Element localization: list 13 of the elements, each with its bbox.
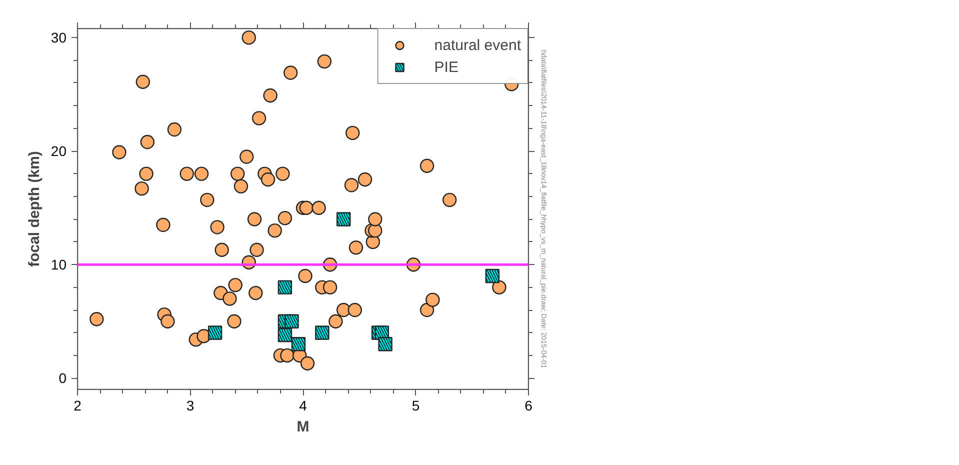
- y-tick-label: 20: [50, 143, 67, 160]
- x-tick-label: 3: [186, 398, 194, 414]
- y-axis-title: focal depth (km): [26, 151, 43, 267]
- x-axis-title: M: [296, 418, 310, 436]
- legend-label: PIE: [434, 58, 458, 76]
- legend-label: natural event: [434, 36, 521, 54]
- y-tick-label: 10: [50, 256, 67, 273]
- x-tick-label: 2: [74, 398, 82, 414]
- y-tick-label: 0: [58, 370, 67, 386]
- y-tick-label: 30: [50, 30, 67, 46]
- x-tick-label: 4: [299, 398, 308, 414]
- x-tick-label: 5: [412, 398, 420, 414]
- x-tick-label: 6: [524, 398, 533, 414]
